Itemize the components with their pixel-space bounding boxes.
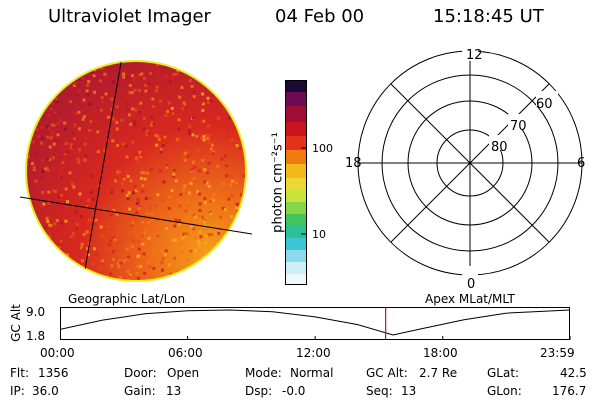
seq-label: Seq: <box>366 384 393 398</box>
timeline-ytick-9: 9.0 <box>26 305 46 319</box>
colorbar-tick-100: 100 <box>312 142 333 155</box>
gain-label: Gain: <box>124 384 156 398</box>
dsp-label: Dsp: <box>245 384 273 398</box>
mlat-label-80: 80 <box>491 140 508 155</box>
gcalt-label: GC Alt: <box>366 366 408 380</box>
timeline-xtick-0000: 00:00 <box>40 346 75 360</box>
timeline-tick-marks <box>60 336 571 340</box>
timeline-xtick-0600: 06:00 <box>168 346 203 360</box>
timeline-frame <box>60 307 570 340</box>
ip-label: IP: <box>10 384 25 398</box>
gcalt-value: 2.7 Re <box>419 366 458 380</box>
polar-diagonal-2 <box>390 83 550 243</box>
auroral-image <box>20 60 252 282</box>
timeline-xtick-2359: 23:59 <box>540 346 575 360</box>
date-label: 04 Feb 00 <box>275 6 365 27</box>
mlt-label-6: 6 <box>577 156 586 171</box>
altitude-timeline <box>60 307 571 340</box>
instrument-title: Ultraviolet Imager <box>48 6 211 27</box>
longitude-line <box>81 61 123 281</box>
geo-grid <box>81 61 123 281</box>
time-label: 15:18:45 UT <box>433 6 544 27</box>
latitude-line <box>20 196 252 235</box>
altitude-curve <box>60 309 571 336</box>
timeline-ylabel: GC Alt <box>9 304 23 342</box>
flt-value: 1356 <box>38 366 69 380</box>
seq-value: 13 <box>401 384 417 398</box>
colorbar-unit-label: photon cm⁻²s⁻¹ <box>270 132 286 233</box>
glat-value: 42.5 <box>560 366 587 380</box>
image-limb <box>25 60 247 282</box>
mode-label: Mode: <box>245 366 282 380</box>
dsp-value: -0.0 <box>282 384 306 398</box>
flt-label: Flt: <box>10 366 29 380</box>
mlt-label-18: 18 <box>345 156 362 171</box>
door-label: Door: <box>124 366 157 380</box>
gain-value: 13 <box>166 384 182 398</box>
geographic-grid-caption: Geographic Lat/Lon <box>68 292 186 306</box>
glon-label: GLon: <box>487 384 522 398</box>
glon-value: 176.7 <box>552 384 587 398</box>
apex-grid-caption: Apex MLat/MLT <box>425 292 515 306</box>
color-bar <box>285 80 307 285</box>
color-bar-swatches <box>285 80 307 285</box>
timeline-ytick-1.8: 1.8 <box>26 329 46 343</box>
timeline-xtick-1800: 18:00 <box>423 346 458 360</box>
mlt-label-0: 0 <box>467 277 476 292</box>
mlt-label-12: 12 <box>466 48 483 63</box>
polar-grid <box>357 48 583 280</box>
glat-label: GLat: <box>487 366 520 380</box>
mlat-label-70: 70 <box>510 119 527 134</box>
colorbar-tick-10: 10 <box>312 228 326 241</box>
mlat-label-60: 60 <box>536 97 553 112</box>
mode-value: Normal <box>290 366 334 380</box>
ip-value: 36.0 <box>32 384 59 398</box>
timeline-xtick-1200: 12:00 <box>296 346 331 360</box>
door-value: Open <box>167 366 200 380</box>
